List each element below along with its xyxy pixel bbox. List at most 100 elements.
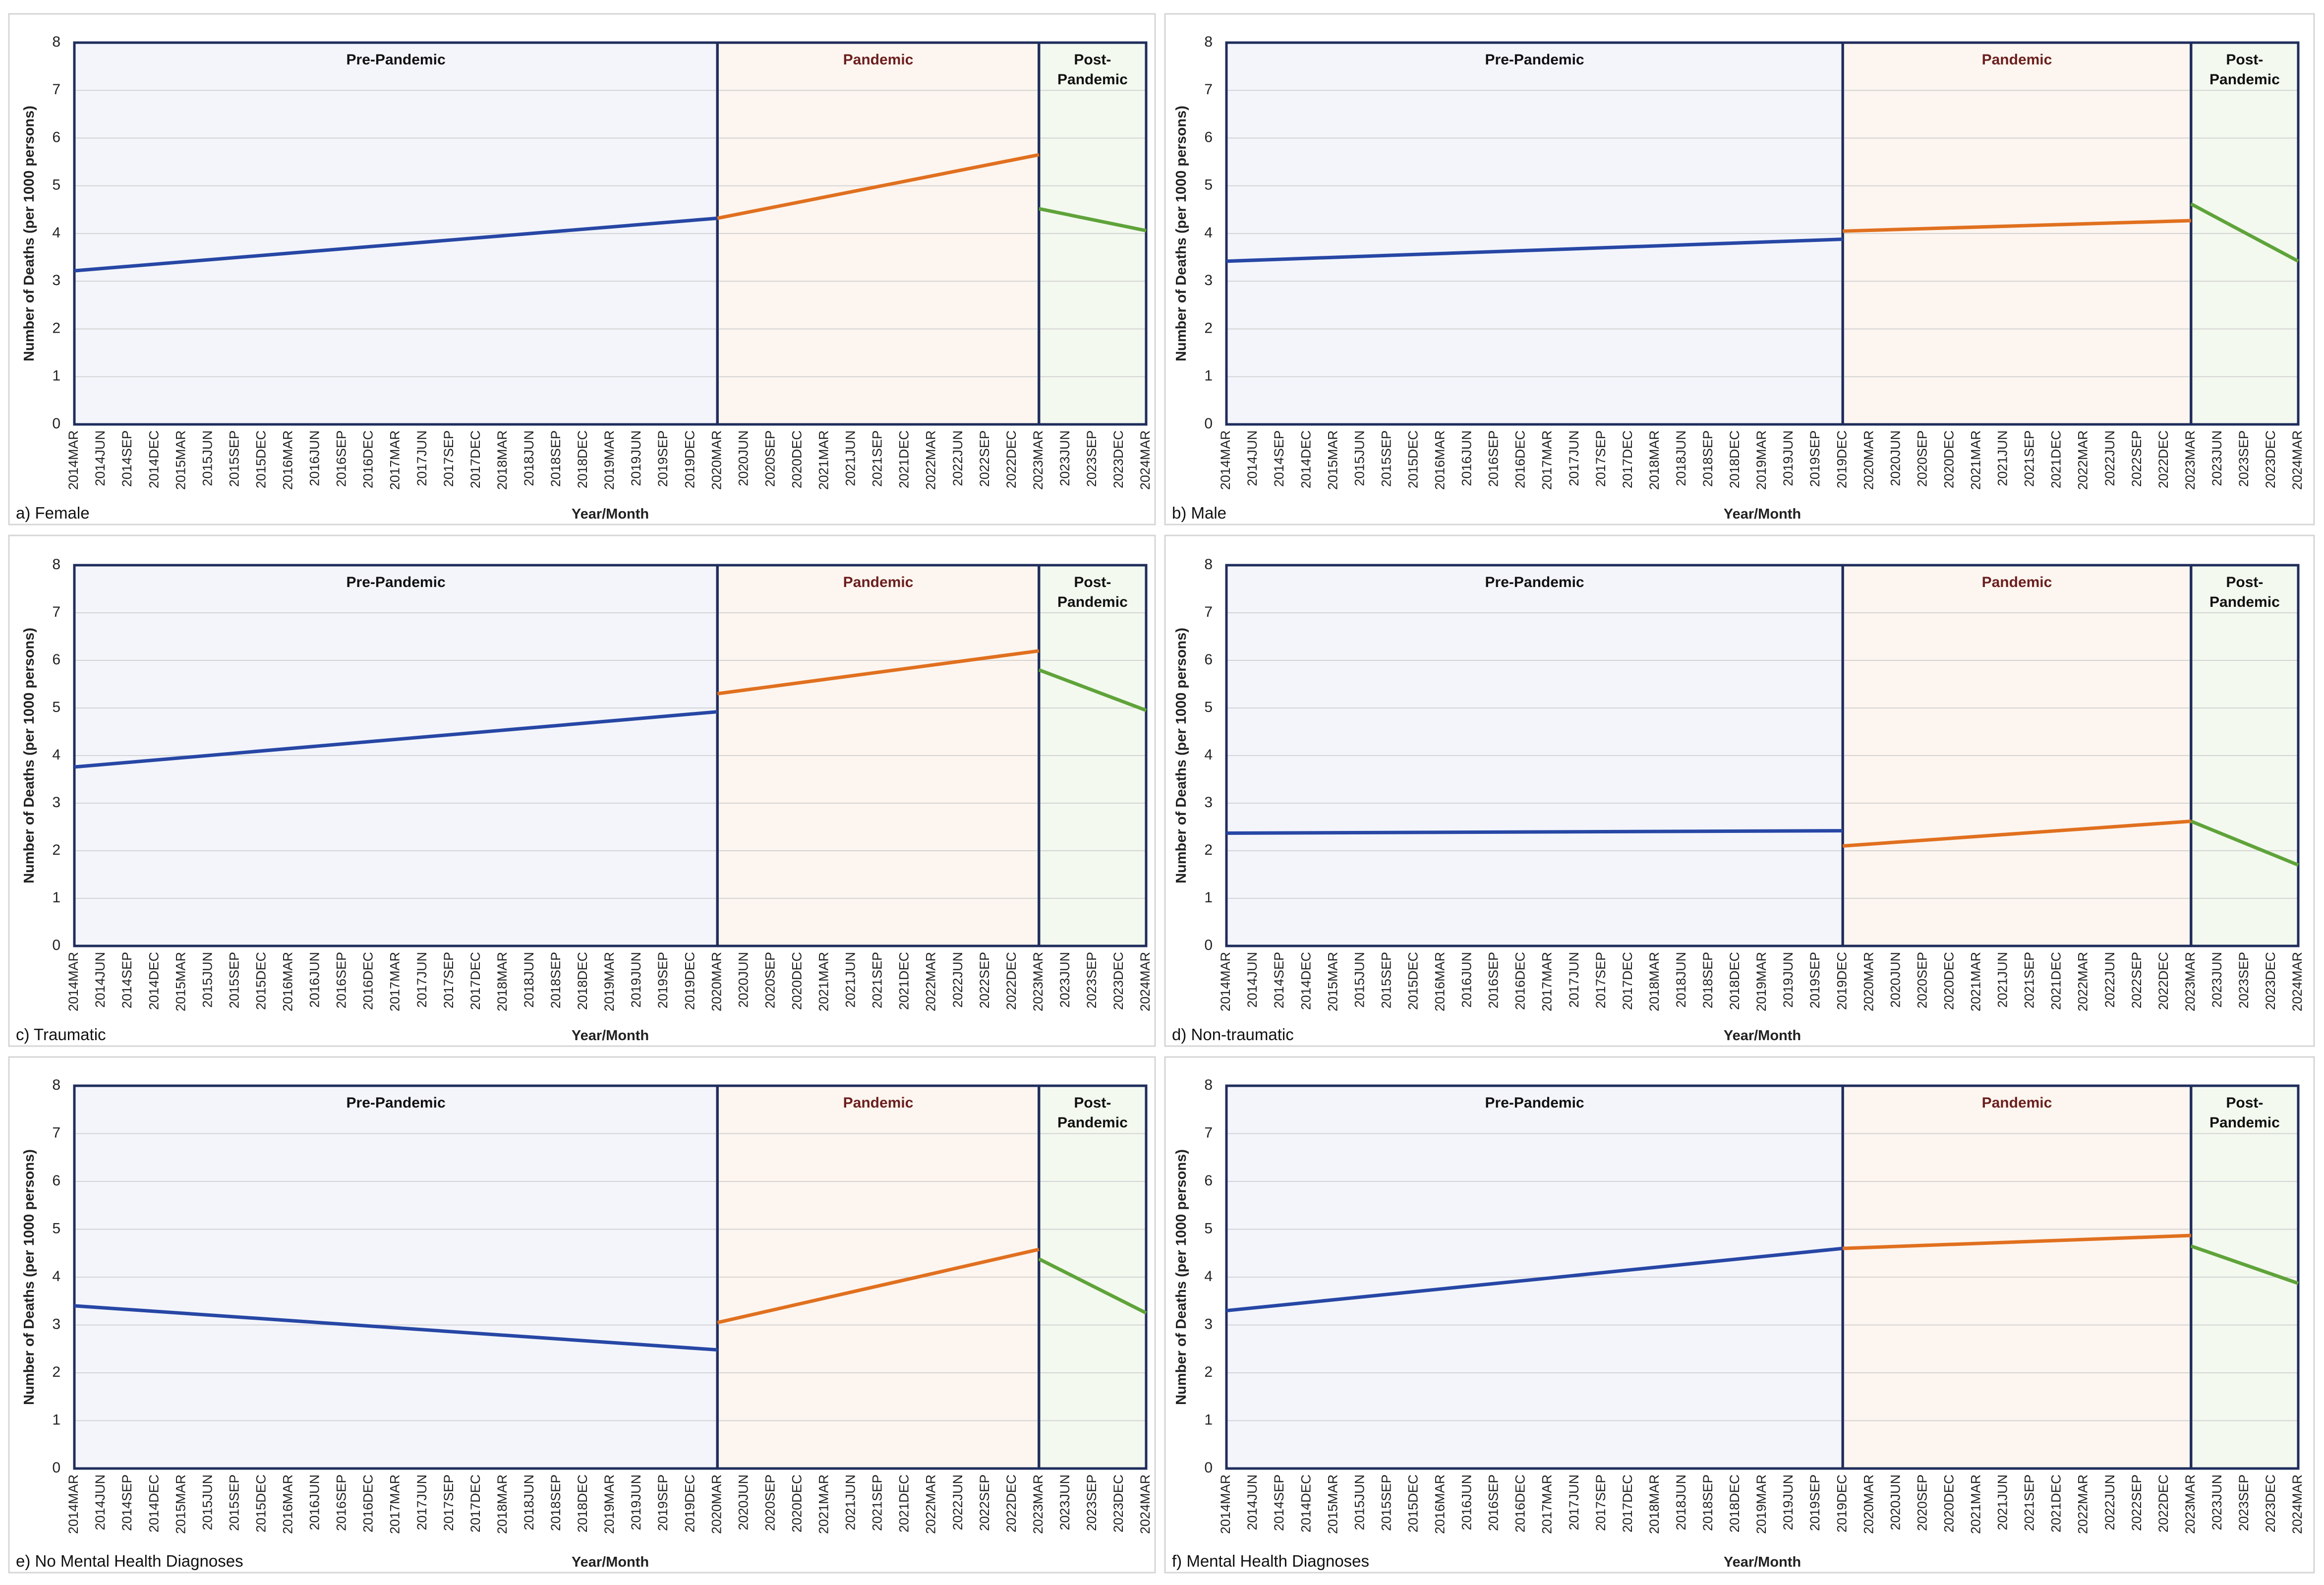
period-label: Pandemic (1982, 52, 2052, 68)
y-tick-label: 7 (1204, 81, 1213, 98)
y-tick-label: 6 (1204, 129, 1213, 145)
x-tick-label: 2022SEP (2129, 430, 2144, 487)
y-tick-label: 6 (52, 1173, 60, 1189)
x-tick-label: 2017DEC (1620, 952, 1635, 1010)
x-tick-label: 2015JUN (1352, 430, 1367, 486)
y-tick-label: 3 (1204, 794, 1213, 811)
x-tick-label: 2015SEP (227, 952, 241, 1008)
x-tick-label: 2016DEC (361, 952, 376, 1010)
x-tick-label: 2018MAR (495, 952, 510, 1011)
x-axis-title: Year/Month (1724, 1554, 1801, 1570)
panel-1: Pre-Pandemic Pandemic Post-Pandemic 0 1 2 3 4 5 6… (8, 13, 1156, 526)
x-tick-label: 2022MAR (2076, 1474, 2091, 1534)
x-tick-label: 2021SEP (870, 952, 885, 1008)
x-tick-label: 2014DEC (146, 952, 161, 1010)
x-tick-label: 2015DEC (253, 952, 268, 1010)
x-tick-label: 2020DEC (789, 952, 804, 1010)
x-tick-label: 2018MAR (495, 430, 510, 490)
x-tick-label: 2020MAR (1861, 1474, 1876, 1534)
x-tick-label: 2016MAR (281, 952, 295, 1011)
trend-line-pandemic (717, 649, 1040, 696)
panel-label: a) Female (16, 504, 90, 522)
x-tick-label: 2014JUN (1245, 1474, 1260, 1530)
x-tick-label: 2020SEP (1915, 430, 1929, 487)
x-tick-label: 2020DEC (789, 1474, 804, 1532)
x-tick-label: 2020MAR (1861, 430, 1876, 490)
x-tick-label: 2017MAR (1540, 1474, 1555, 1534)
x-tick-label: 2014DEC (146, 1474, 161, 1532)
x-tick-label: 2022SEP (2129, 1474, 2144, 1531)
x-tick-label: 2017DEC (468, 430, 483, 488)
x-tick-label: 2021MAR (1969, 952, 1983, 1011)
y-tick-label: 7 (52, 81, 60, 98)
trend-line-post-pandemic (1038, 668, 1147, 712)
x-tick-label: 2016SEP (1486, 1474, 1501, 1531)
x-tick-label: 2016MAR (281, 430, 295, 490)
y-tick-label: 8 (52, 1077, 60, 1093)
x-tick-label: 2023MAR (2183, 952, 2198, 1011)
x-tick-label: 2022JUN (2102, 952, 2117, 1008)
x-tick-label: 2019MAR (602, 1474, 617, 1534)
x-tick-label: 2020JUN (1888, 952, 1903, 1008)
x-tick-label: 2015DEC (1405, 430, 1420, 488)
x-tick-label: 2020DEC (1941, 952, 1956, 1010)
panel-5: Pre-Pandemic Pandemic Post-Pandemic 0 1 2 3 4 5 6… (8, 1056, 1156, 1574)
trend-line-post-pandemic (2190, 820, 2299, 867)
y-tick-label: 4 (1204, 225, 1213, 241)
x-tick-label: 2015MAR (1325, 1474, 1340, 1534)
x-tick-label: 2016SEP (334, 952, 349, 1008)
x-tick-label: 2018DEC (1727, 430, 1742, 488)
x-axis-title: Year/Month (1724, 1028, 1801, 1044)
trend-line-pre-pandemic (1226, 237, 1843, 263)
x-tick-label: 2021DEC (2049, 430, 2064, 488)
x-tick-label: 2023SEP (2236, 952, 2251, 1008)
x-tick-label: 2017JUN (414, 952, 429, 1008)
x-tick-label: 2019JUN (1781, 1474, 1796, 1530)
y-tick-label: 6 (52, 129, 60, 145)
x-tick-label: 2015JUN (200, 952, 215, 1008)
x-tick-label: 2021JUN (1995, 430, 2010, 486)
y-tick-label: 1 (52, 368, 60, 384)
x-tick-label: 2023JUN (1057, 952, 1072, 1008)
x-tick-label: 2022DEC (1004, 1474, 1019, 1532)
trend-line-post-pandemic (1039, 207, 1147, 233)
x-tick-label: 2017MAR (1540, 952, 1555, 1011)
x-tick-label: 2018MAR (1647, 430, 1662, 490)
x-tick-label: 2023MAR (2183, 430, 2198, 490)
x-tick-label: 2019DEC (1834, 430, 1849, 488)
x-tick-label: 2023SEP (1084, 952, 1099, 1008)
y-tick-label: 2 (52, 320, 60, 336)
x-tick-label: 2020MAR (709, 1474, 724, 1534)
x-tick-label: 2016SEP (1486, 430, 1501, 487)
x-tick-label: 2020MAR (709, 952, 724, 1011)
x-tick-label: 2014MAR (66, 430, 81, 490)
y-axis-title: Number of Deaths (per 1000 persons) (21, 106, 37, 361)
x-tick-label: 2021SEP (870, 430, 885, 487)
x-tick-label: 2023SEP (1084, 1474, 1099, 1531)
x-tick-label: 2021DEC (897, 952, 912, 1010)
x-tick-label: 2016SEP (1486, 952, 1501, 1008)
x-tick-label: 2017DEC (1620, 430, 1635, 488)
x-tick-label: 2014JUN (93, 1474, 108, 1530)
x-tick-label: 2023JUN (1057, 430, 1072, 486)
y-tick-label: 1 (52, 889, 60, 906)
x-tick-label: 2020JUN (1888, 430, 1903, 486)
x-tick-label: 2014DEC (1298, 1474, 1313, 1532)
x-tick-label: 2014MAR (66, 1474, 81, 1534)
x-tick-label: 2018SEP (548, 430, 563, 487)
y-tick-label: 6 (52, 651, 60, 668)
x-tick-label: 2014JUN (1245, 952, 1260, 1008)
x-tick-label: 2023DEC (1111, 430, 1126, 488)
x-tick-label: 2015SEP (227, 430, 241, 487)
x-tick-label: 2014SEP (1272, 952, 1286, 1008)
x-tick-label: 2020MAR (1861, 952, 1876, 1011)
panel-4: Pre-Pandemic Pandemic Post-Pandemic 0 1 2 3 4 5 6… (1164, 534, 2315, 1047)
x-tick-label: 2020JUN (736, 952, 751, 1008)
x-tick-label: 2017JUN (1567, 952, 1581, 1008)
x-tick-label: 2021SEP (2022, 430, 2037, 487)
x-tick-label: 2019SEP (1807, 952, 1822, 1008)
x-tick-label: 2014DEC (1298, 430, 1313, 488)
x-tick-label: 2015MAR (1325, 952, 1340, 1011)
x-tick-label: 2024MAR (2290, 430, 2305, 490)
x-tick-label: 2018MAR (1647, 1474, 1662, 1534)
